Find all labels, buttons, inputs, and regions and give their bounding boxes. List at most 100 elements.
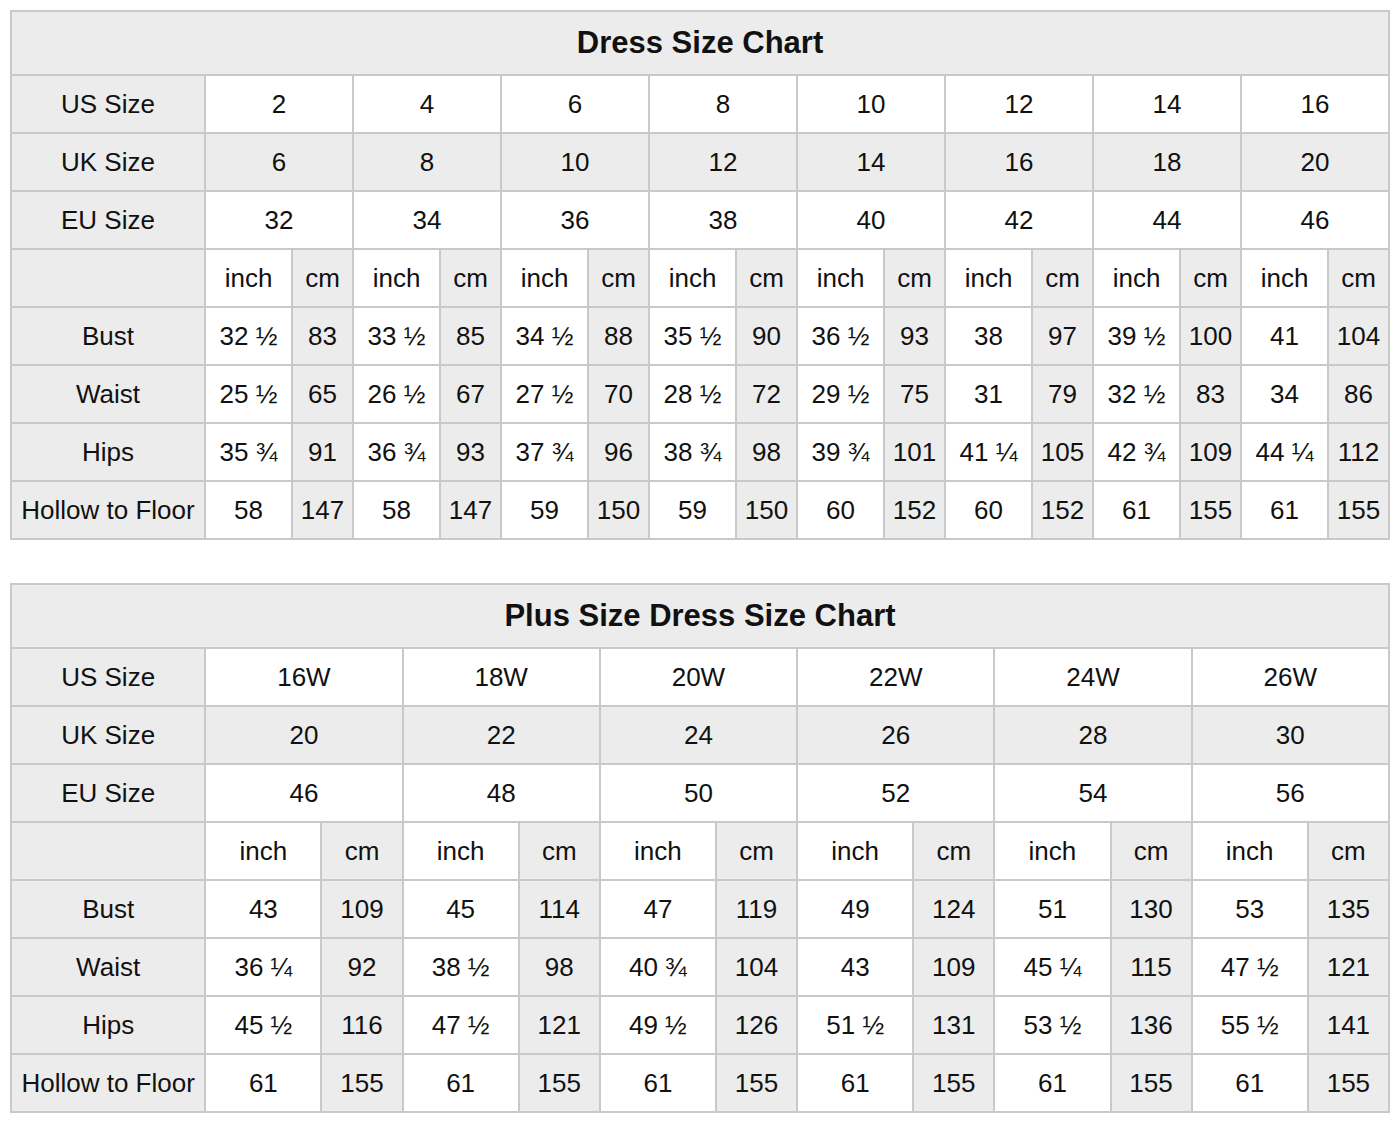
cm-value-cell: 126 — [716, 996, 797, 1054]
unit-header-row: inchcminchcminchcminchcminchcminchcminch… — [11, 249, 1389, 307]
cm-value-cell: 150 — [588, 481, 649, 539]
inch-value-cell: 47 ½ — [403, 996, 519, 1054]
inch-value-cell: 60 — [797, 481, 884, 539]
inch-value-cell: 41 ¼ — [945, 423, 1032, 481]
cm-value-cell: 109 — [1180, 423, 1241, 481]
inch-value-cell: 58 — [353, 481, 440, 539]
size-value-cell: 48 — [403, 764, 600, 822]
measurement-row: Hollow to Floor5814758147591505915060152… — [11, 481, 1389, 539]
unit-cm-header: cm — [1032, 249, 1093, 307]
row-label: Hollow to Floor — [11, 1054, 205, 1112]
cm-value-cell: 104 — [716, 938, 797, 996]
size-value-cell: 22 — [403, 706, 600, 764]
row-label: Hips — [11, 423, 205, 481]
inch-value-cell: 58 — [205, 481, 292, 539]
inch-value-cell: 32 ½ — [1093, 365, 1180, 423]
cm-value-cell: 101 — [884, 423, 945, 481]
cm-value-cell: 96 — [588, 423, 649, 481]
size-value-cell: 52 — [797, 764, 994, 822]
cm-value-cell: 88 — [588, 307, 649, 365]
inch-value-cell: 41 — [1241, 307, 1328, 365]
measurement-row: Bust32 ½8333 ½8534 ½8835 ½9036 ½93389739… — [11, 307, 1389, 365]
unit-cm-header: cm — [519, 822, 600, 880]
cm-value-cell: 83 — [1180, 365, 1241, 423]
size-value-cell: 12 — [945, 75, 1093, 133]
cm-value-cell: 79 — [1032, 365, 1093, 423]
cm-value-cell: 150 — [736, 481, 797, 539]
cm-value-cell: 86 — [1328, 365, 1389, 423]
unit-cm-header: cm — [292, 249, 353, 307]
size-value-cell: 20W — [600, 648, 797, 706]
size-value-cell: 6 — [205, 133, 353, 191]
unit-cm-header: cm — [1180, 249, 1241, 307]
size-row: US Size246810121416 — [11, 75, 1389, 133]
size-value-cell: 24W — [994, 648, 1191, 706]
unit-inch-header: inch — [1192, 822, 1308, 880]
inch-value-cell: 35 ¾ — [205, 423, 292, 481]
title-row: Plus Size Dress Size Chart — [11, 584, 1389, 648]
cm-value-cell: 109 — [913, 938, 994, 996]
inch-value-cell: 38 ¾ — [649, 423, 736, 481]
inch-value-cell: 39 ½ — [1093, 307, 1180, 365]
cm-value-cell: 152 — [1032, 481, 1093, 539]
inch-value-cell: 34 ½ — [501, 307, 588, 365]
inch-value-cell: 59 — [649, 481, 736, 539]
cm-value-cell: 121 — [519, 996, 600, 1054]
row-label: Hollow to Floor — [11, 481, 205, 539]
unit-cm-header: cm — [884, 249, 945, 307]
cm-value-cell: 155 — [716, 1054, 797, 1112]
cm-value-cell: 85 — [440, 307, 501, 365]
cm-value-cell: 112 — [1328, 423, 1389, 481]
inch-value-cell: 39 ¾ — [797, 423, 884, 481]
size-value-cell: 16 — [945, 133, 1093, 191]
inch-value-cell: 27 ½ — [501, 365, 588, 423]
measurement-row: Bust431094511447119491245113053135 — [11, 880, 1389, 938]
size-value-cell: 16W — [205, 648, 402, 706]
chart-title: Dress Size Chart — [11, 11, 1389, 75]
measurement-row: Waist25 ½6526 ½6727 ½7028 ½7229 ½7531793… — [11, 365, 1389, 423]
cm-value-cell: 155 — [1308, 1054, 1389, 1112]
size-value-cell: 14 — [797, 133, 945, 191]
unit-inch-header: inch — [649, 249, 736, 307]
inch-value-cell: 35 ½ — [649, 307, 736, 365]
cm-value-cell: 75 — [884, 365, 945, 423]
inch-value-cell: 59 — [501, 481, 588, 539]
cm-value-cell: 93 — [884, 307, 945, 365]
unit-header-spacer — [11, 822, 205, 880]
cm-value-cell: 98 — [736, 423, 797, 481]
inch-value-cell: 49 ½ — [600, 996, 716, 1054]
inch-value-cell: 61 — [1241, 481, 1328, 539]
size-value-cell: 8 — [353, 133, 501, 191]
size-value-cell: 44 — [1093, 191, 1241, 249]
size-value-cell: 16 — [1241, 75, 1389, 133]
inch-value-cell: 37 ¾ — [501, 423, 588, 481]
inch-value-cell: 61 — [205, 1054, 321, 1112]
unit-cm-header: cm — [913, 822, 994, 880]
unit-inch-header: inch — [1241, 249, 1328, 307]
measurement-row: Waist36 ¼9238 ½9840 ¾1044310945 ¼11547 ½… — [11, 938, 1389, 996]
cm-value-cell: 98 — [519, 938, 600, 996]
cm-value-cell: 67 — [440, 365, 501, 423]
cm-value-cell: 147 — [292, 481, 353, 539]
size-value-cell: 32 — [205, 191, 353, 249]
size-value-cell: 50 — [600, 764, 797, 822]
unit-cm-header: cm — [1111, 822, 1192, 880]
size-row: EU Size3234363840424446 — [11, 191, 1389, 249]
inch-value-cell: 36 ½ — [797, 307, 884, 365]
cm-value-cell: 83 — [292, 307, 353, 365]
unit-cm-header: cm — [736, 249, 797, 307]
cm-value-cell: 114 — [519, 880, 600, 938]
cm-value-cell: 121 — [1308, 938, 1389, 996]
inch-value-cell: 26 ½ — [353, 365, 440, 423]
size-value-cell: 26W — [1192, 648, 1389, 706]
size-row: EU Size464850525456 — [11, 764, 1389, 822]
size-value-cell: 24 — [600, 706, 797, 764]
unit-inch-header: inch — [797, 249, 884, 307]
cm-value-cell: 136 — [1111, 996, 1192, 1054]
unit-cm-header: cm — [1328, 249, 1389, 307]
cm-value-cell: 97 — [1032, 307, 1093, 365]
inch-value-cell: 51 — [994, 880, 1110, 938]
row-label: US Size — [11, 648, 205, 706]
inch-value-cell: 60 — [945, 481, 1032, 539]
measurement-row: Hollow to Floor6115561155611556115561155… — [11, 1054, 1389, 1112]
